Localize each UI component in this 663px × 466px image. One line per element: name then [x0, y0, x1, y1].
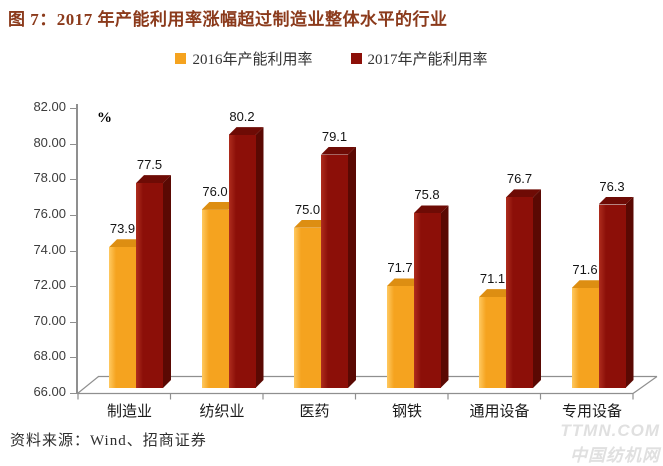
y-axis-unit-label: %: [97, 110, 112, 126]
y-axis-tick-label: 76.00: [33, 205, 66, 221]
bar-series1-cat4: [506, 197, 533, 388]
y-axis-tick-label: 78.00: [33, 170, 66, 186]
y-axis-tick: [70, 286, 77, 288]
source-note: 资料来源：Wind、招商证券: [10, 433, 207, 449]
floor-left-edge: [77, 376, 99, 394]
bar-series0-cat0: [109, 247, 136, 388]
bar-top-face: [294, 220, 329, 228]
legend-item-series0: 2016年产能利用率: [175, 48, 313, 69]
y-axis-tick-label: 82.00: [33, 99, 66, 114]
bar-value-label: 76.7: [506, 171, 533, 187]
bar-series1-cat5: [598, 205, 626, 388]
bar-top-face: [479, 289, 514, 297]
y-axis-tick-label: 80.00: [33, 134, 66, 150]
bar-side-face: [348, 147, 356, 388]
bar-top-face: [506, 189, 541, 197]
bar-value-label: 75.0: [294, 201, 321, 217]
bar-top-face: [572, 280, 607, 288]
bar-series1-cat0: [136, 183, 163, 388]
bar-side-face: [163, 175, 171, 388]
bar-series1-cat1: [228, 135, 256, 388]
y-axis-tick: [70, 143, 77, 145]
y-axis-tick: [70, 108, 77, 109]
bar-value-label: 77.5: [136, 157, 163, 173]
bar-value-label: 76.3: [599, 178, 625, 194]
bar-series0-cat3: [386, 286, 414, 388]
y-axis-tick-label: 74.00: [33, 241, 66, 257]
bar-series1-cat2: [321, 155, 348, 388]
bar-side-face: [441, 205, 449, 388]
bar-series0-cat5: [571, 288, 599, 388]
bar-value-label: 75.8: [414, 187, 440, 203]
bar-value-label: 76.0: [202, 183, 228, 199]
bar-top-face: [109, 239, 144, 247]
bar-top-face: [229, 127, 264, 135]
watermark-line1: TTMN.COM: [560, 421, 660, 440]
y-axis-tick-label: 66.00: [33, 384, 66, 399]
legend-label: 2017年产能利用率: [367, 52, 488, 68]
bar-top-face: [414, 205, 449, 213]
y-axis-tick-label: 72.00: [33, 277, 66, 293]
chart-legend: 2016年产能利用率 2017年产能利用率: [0, 48, 663, 69]
y-axis-tick: [70, 179, 77, 181]
y-axis-tick: [70, 393, 77, 394]
y-axis-tick-label: 70.00: [33, 312, 66, 328]
bar-series1-cat3: [413, 213, 441, 388]
watermark: TTMN.COM 中国纺机网: [560, 421, 660, 466]
legend-swatch: [175, 53, 187, 64]
x-axis-category-label: 制造业: [106, 404, 152, 420]
x-axis-category-label: 纺织业: [199, 404, 245, 420]
figure-title: 图 7：2017 年产能利用率涨幅超过制造业整体水平的行业: [8, 10, 448, 29]
x-axis-category-label: 医药: [299, 404, 330, 420]
bar-value-label: 79.1: [321, 128, 348, 144]
bar-series0-cat4: [479, 297, 506, 388]
floor-right-edge: [632, 376, 658, 394]
x-axis-category-label: 钢铁: [391, 404, 422, 420]
bar-side-face: [533, 189, 541, 388]
bar-top-face: [387, 278, 422, 286]
bar-series0-cat1: [201, 210, 229, 388]
watermark-line2: 中国纺机网: [570, 446, 660, 465]
bar-series0-cat2: [294, 228, 321, 388]
x-axis-category-label: 专用设备: [561, 404, 622, 420]
y-axis-tick-label: 68.00: [33, 348, 66, 364]
y-axis-tick: [70, 214, 77, 216]
bar-value-label: 71.1: [479, 271, 506, 287]
bar-top-face: [599, 197, 634, 205]
bar-top-face: [321, 147, 356, 155]
bar-value-label: 73.9: [109, 221, 136, 237]
y-axis-line: [76, 104, 78, 394]
bar-value-label: 71.6: [572, 262, 598, 278]
legend-swatch: [350, 53, 362, 64]
legend-item-series1: 2017年产能利用率: [350, 48, 488, 69]
legend-label: 2016年产能利用率: [192, 52, 313, 68]
y-axis-tick: [70, 250, 77, 252]
bar-value-label: 71.7: [387, 260, 413, 276]
bar-side-face: [256, 127, 264, 388]
x-axis-category-label: 通用设备: [469, 404, 530, 420]
bar-top-face: [136, 175, 171, 183]
bar-top-face: [202, 202, 237, 210]
y-axis-tick: [70, 357, 77, 359]
bar-side-face: [626, 197, 634, 388]
bar-value-label: 80.2: [229, 109, 255, 125]
y-axis-tick: [70, 321, 77, 323]
